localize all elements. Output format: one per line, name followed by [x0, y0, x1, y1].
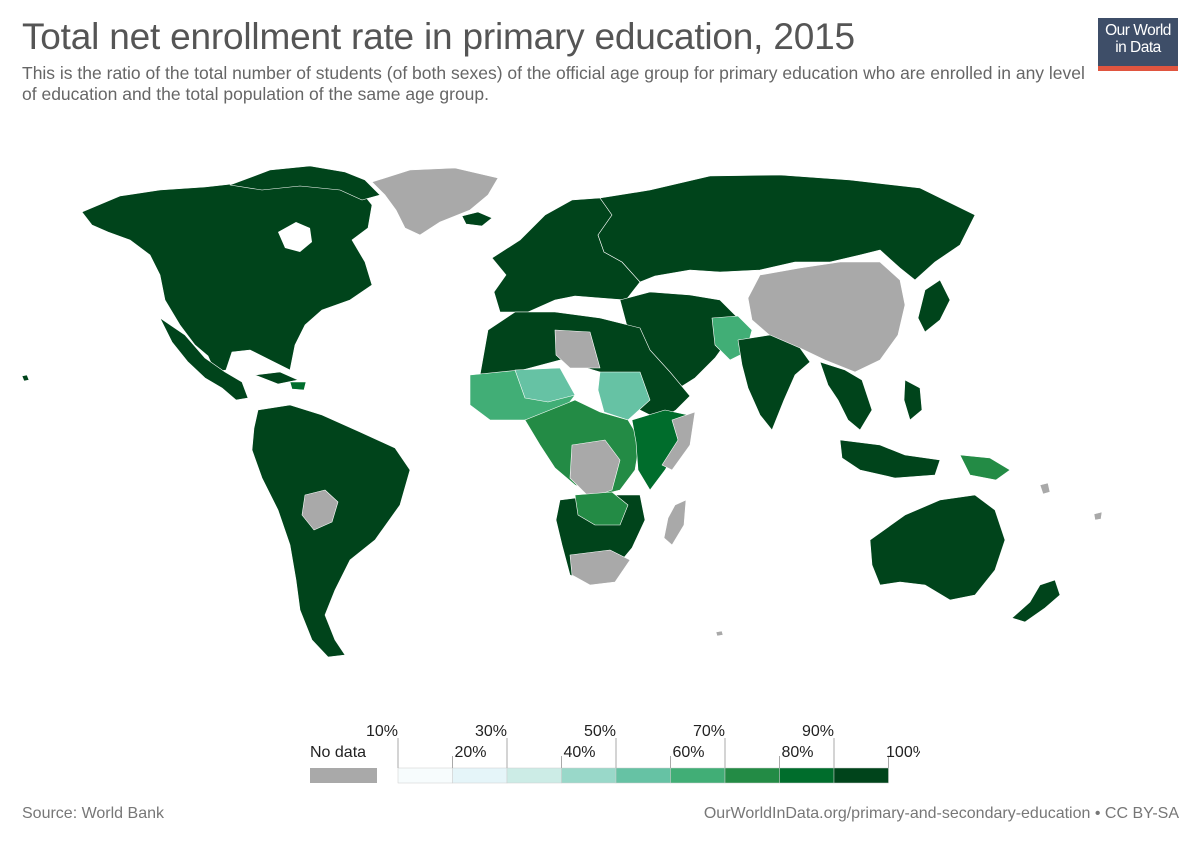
- region-east-africa[interactable]: [631, 409, 689, 491]
- legend-bin-7[interactable]: [779, 767, 835, 784]
- legend-tick-label-2: 30%: [475, 723, 507, 740]
- region-solomon-islands[interactable]: [1039, 482, 1051, 495]
- legend-bin-6[interactable]: [724, 767, 780, 784]
- region-sahel[interactable]: [514, 367, 576, 403]
- legend-tick-label-8: 90%: [802, 723, 834, 740]
- region-australia[interactable]: [869, 494, 1006, 601]
- legend-bin-3[interactable]: [561, 767, 617, 784]
- chart-title: Total net enrollment rate in primary edu…: [22, 16, 855, 57]
- legend-bin-4[interactable]: [615, 767, 671, 784]
- region-mexico[interactable]: [159, 317, 249, 401]
- region-bolivia[interactable]: [301, 489, 339, 531]
- legend-bin-1[interactable]: [452, 767, 508, 784]
- region-sudan[interactable]: [597, 371, 651, 421]
- world-map: [21, 165, 1103, 658]
- region-arctic-islands[interactable]: [229, 165, 381, 201]
- owid-logo[interactable]: Our World in Data: [1098, 18, 1178, 71]
- legend-tick-label-6: 70%: [693, 723, 725, 740]
- region-hawaii[interactable]: [21, 374, 30, 382]
- legend-bins: [397, 767, 889, 784]
- legend-tick-label-9: 100%: [886, 744, 920, 761]
- legend-tick-label-4: 50%: [584, 723, 616, 740]
- region-new-zealand[interactable]: [1011, 579, 1061, 623]
- footer-link[interactable]: OurWorldInData.org/primary-and-secondary…: [703, 805, 1179, 822]
- region-china[interactable]: [747, 261, 906, 373]
- region-north-america[interactable]: [81, 175, 373, 373]
- region-papua-new-guinea[interactable]: [959, 454, 1011, 481]
- logo-line-1: Our World: [1105, 22, 1171, 39]
- region-madagascar[interactable]: [663, 499, 687, 546]
- region-indonesia[interactable]: [839, 439, 941, 479]
- legend: No data 10% 20% 30% 40% 50% 60% 70% 80% 90% 100%: [310, 723, 920, 784]
- region-somalia[interactable]: [661, 411, 696, 471]
- region-congo[interactable]: [569, 439, 621, 499]
- legend-tick-label-1: 20%: [454, 744, 486, 761]
- legend-bin-8[interactable]: [833, 767, 889, 784]
- legend-tick-label-3: 40%: [563, 744, 595, 761]
- region-south-america[interactable]: [251, 404, 411, 658]
- region-haiti[interactable]: [289, 381, 307, 391]
- region-angola[interactable]: [574, 491, 629, 526]
- region-southeast-asia[interactable]: [819, 361, 873, 431]
- region-cuba[interactable]: [254, 371, 299, 385]
- hudson-bay: [278, 222, 312, 252]
- legend-bin-0[interactable]: [397, 767, 453, 784]
- region-libya[interactable]: [554, 329, 601, 369]
- legend-no-data-label: No data: [310, 744, 366, 761]
- legend-no-data-swatch[interactable]: [310, 768, 377, 783]
- legend-bin-2[interactable]: [506, 767, 562, 784]
- region-greenland[interactable]: [371, 167, 499, 236]
- legend-tick-label-0: 10%: [366, 723, 398, 740]
- region-iceland[interactable]: [461, 211, 493, 227]
- region-fiji[interactable]: [1093, 511, 1103, 521]
- legend-tick-label-7: 80%: [781, 744, 813, 761]
- region-russia[interactable]: [597, 174, 976, 283]
- region-japan[interactable]: [917, 279, 951, 333]
- source-text: Source: World Bank: [22, 805, 164, 822]
- legend-ticks: 10% 20% 30% 40% 50% 60% 70% 80% 90% 100%: [366, 723, 920, 768]
- region-india[interactable]: [737, 334, 811, 431]
- chart-subtitle: This is the ratio of the total number of…: [22, 63, 1085, 104]
- region-philippines[interactable]: [903, 379, 923, 421]
- region-south-africa[interactable]: [569, 549, 631, 586]
- legend-bin-5[interactable]: [670, 767, 726, 784]
- legend-tick-label-5: 60%: [672, 744, 704, 761]
- logo-line-2: in Data: [1115, 39, 1161, 56]
- region-south-georgia[interactable]: [715, 630, 724, 637]
